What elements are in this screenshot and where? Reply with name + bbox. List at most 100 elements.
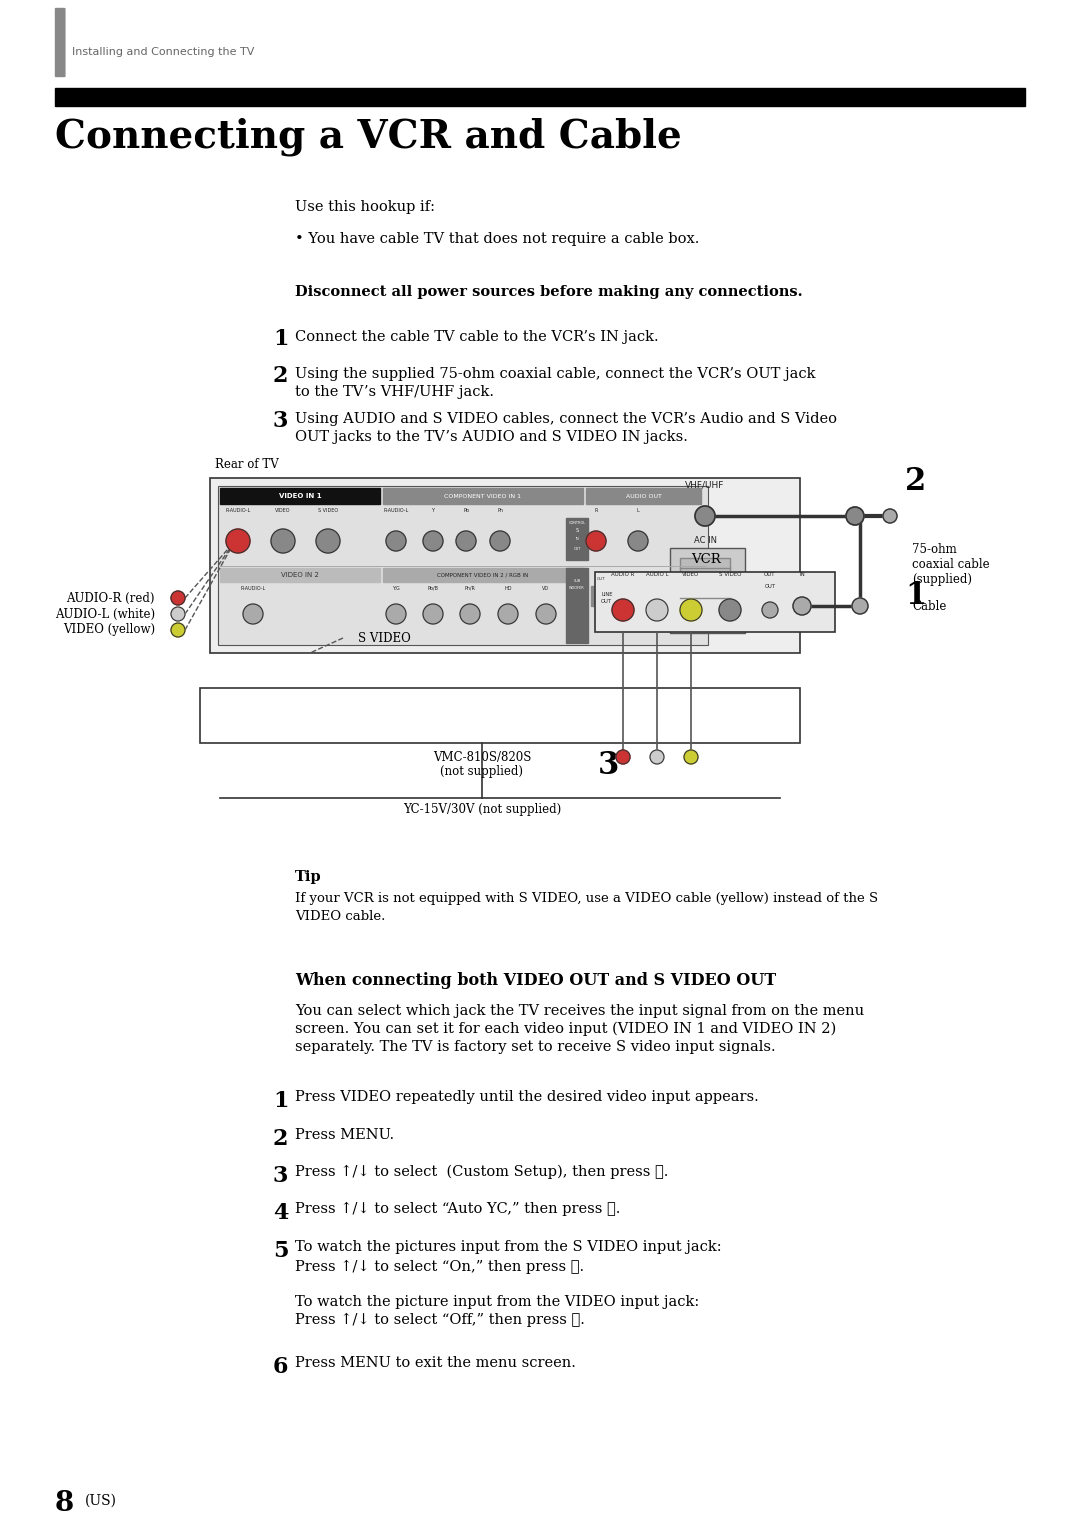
Circle shape bbox=[883, 509, 897, 523]
Text: Y:G: Y:G bbox=[392, 587, 400, 591]
Text: To watch the pictures input from the S VIDEO input jack:: To watch the pictures input from the S V… bbox=[295, 1241, 721, 1254]
Text: 2: 2 bbox=[905, 466, 927, 497]
Text: S VIDEO: S VIDEO bbox=[318, 507, 338, 513]
Text: screen. You can set it for each video input (VIDEO IN 1 and VIDEO IN 2): screen. You can set it for each video in… bbox=[295, 1022, 836, 1036]
Text: Press ↑/↓ to select “Off,” then press ⓣ.: Press ↑/↓ to select “Off,” then press ⓣ. bbox=[295, 1313, 585, 1328]
Text: Using AUDIO and S VIDEO cables, connect the VCR’s Audio and S Video: Using AUDIO and S VIDEO cables, connect … bbox=[295, 413, 837, 426]
Text: VD: VD bbox=[542, 587, 550, 591]
Circle shape bbox=[456, 532, 476, 552]
Circle shape bbox=[226, 529, 249, 553]
Bar bbox=[383, 568, 583, 582]
Circle shape bbox=[536, 604, 556, 623]
Circle shape bbox=[719, 599, 741, 620]
Text: Press MENU to exit the menu screen.: Press MENU to exit the menu screen. bbox=[295, 1355, 576, 1371]
Text: L: L bbox=[636, 507, 639, 513]
Text: VIDEO: VIDEO bbox=[275, 507, 291, 513]
Circle shape bbox=[386, 604, 406, 623]
Circle shape bbox=[460, 604, 480, 623]
Text: AUDIO OUT: AUDIO OUT bbox=[626, 494, 662, 498]
Text: IN: IN bbox=[576, 536, 579, 541]
Text: COMPONENT VIDEO IN 1: COMPONENT VIDEO IN 1 bbox=[445, 494, 522, 498]
Text: Press ↑/↓ to select “On,” then press ⓣ.: Press ↑/↓ to select “On,” then press ⓣ. bbox=[295, 1261, 584, 1274]
Text: If your VCR is not equipped with S VIDEO, use a VIDEO cable (yellow) instead of : If your VCR is not equipped with S VIDEO… bbox=[295, 892, 878, 923]
Circle shape bbox=[423, 604, 443, 623]
Text: Cable: Cable bbox=[912, 601, 946, 613]
Bar bbox=[55, 89, 1025, 105]
Circle shape bbox=[171, 591, 185, 605]
Bar bbox=[383, 487, 583, 504]
Circle shape bbox=[386, 532, 406, 552]
Text: VIDEO (yellow): VIDEO (yellow) bbox=[63, 623, 156, 637]
Text: VIDEO: VIDEO bbox=[683, 571, 700, 578]
Text: OUT: OUT bbox=[573, 547, 581, 552]
Text: VIDEO IN 1: VIDEO IN 1 bbox=[279, 494, 322, 500]
Text: Press VIDEO repeatedly until the desired video input appears.: Press VIDEO repeatedly until the desired… bbox=[295, 1089, 759, 1105]
Text: Tip: Tip bbox=[295, 869, 322, 885]
Text: OUT: OUT bbox=[596, 578, 606, 581]
Text: VMC-810S/820S: VMC-810S/820S bbox=[433, 750, 531, 764]
Circle shape bbox=[490, 532, 510, 552]
Circle shape bbox=[316, 529, 340, 553]
Text: IN: IN bbox=[799, 571, 805, 578]
Bar bbox=[591, 587, 611, 607]
Text: YC-15V/30V (not supplied): YC-15V/30V (not supplied) bbox=[403, 804, 562, 816]
Text: 1: 1 bbox=[273, 1089, 288, 1112]
Text: Pn: Pn bbox=[497, 507, 503, 513]
Text: Press MENU.: Press MENU. bbox=[295, 1128, 394, 1141]
Text: Press ↑/↓ to select  (Custom Setup), then press ⓣ.: Press ↑/↓ to select (Custom Setup), then… bbox=[295, 1164, 669, 1180]
Bar bbox=[680, 558, 730, 608]
Text: AUDIO L: AUDIO L bbox=[646, 571, 669, 578]
Text: VIDEO IN 2: VIDEO IN 2 bbox=[281, 571, 319, 578]
Bar bbox=[566, 568, 588, 643]
Text: OUT: OUT bbox=[600, 599, 612, 604]
Circle shape bbox=[762, 602, 778, 617]
Bar bbox=[566, 518, 588, 559]
Bar bbox=[670, 549, 745, 633]
Text: Connecting a VCR and Cable: Connecting a VCR and Cable bbox=[55, 118, 681, 156]
Circle shape bbox=[846, 507, 864, 526]
Text: Disconnect all power sources before making any connections.: Disconnect all power sources before maki… bbox=[295, 286, 802, 299]
Text: R-AUDIO-L: R-AUDIO-L bbox=[241, 587, 266, 591]
Circle shape bbox=[684, 750, 698, 764]
Bar bbox=[200, 688, 800, 743]
Text: SUB: SUB bbox=[573, 579, 581, 584]
Circle shape bbox=[650, 750, 664, 764]
Text: To watch the picture input from the VIDEO input jack:: To watch the picture input from the VIDE… bbox=[295, 1296, 699, 1309]
Bar bbox=[218, 486, 708, 645]
Circle shape bbox=[171, 623, 185, 637]
Text: (US): (US) bbox=[85, 1494, 117, 1508]
Text: Use this hookup if:: Use this hookup if: bbox=[295, 200, 435, 214]
Text: to the TV’s VHF/UHF jack.: to the TV’s VHF/UHF jack. bbox=[295, 385, 494, 399]
Text: 2: 2 bbox=[273, 1128, 288, 1151]
Text: CONTROL: CONTROL bbox=[568, 521, 585, 526]
Text: Pb/B: Pb/B bbox=[428, 587, 438, 591]
Text: (supplied): (supplied) bbox=[912, 573, 972, 587]
Text: COMPONENT VIDEO IN 2 / RGB IN: COMPONENT VIDEO IN 2 / RGB IN bbox=[437, 573, 528, 578]
Text: AUDIO R: AUDIO R bbox=[611, 571, 635, 578]
Text: R: R bbox=[594, 507, 597, 513]
Circle shape bbox=[793, 597, 811, 614]
Text: WOOFER: WOOFER bbox=[569, 587, 585, 590]
Circle shape bbox=[423, 532, 443, 552]
Text: S: S bbox=[576, 529, 579, 533]
Text: 2: 2 bbox=[273, 365, 288, 387]
Text: You can select which jack the TV receives the input signal from on the menu: You can select which jack the TV receive… bbox=[295, 1004, 864, 1018]
Text: OUT jacks to the TV’s AUDIO and S VIDEO IN jacks.: OUT jacks to the TV’s AUDIO and S VIDEO … bbox=[295, 429, 688, 445]
Text: 8: 8 bbox=[55, 1490, 75, 1517]
Text: Using the supplied 75-ohm coaxial cable, connect the VCR’s OUT jack: Using the supplied 75-ohm coaxial cable,… bbox=[295, 367, 815, 380]
Text: Connect the cable TV cable to the VCR’s IN jack.: Connect the cable TV cable to the VCR’s … bbox=[295, 330, 659, 344]
Bar bbox=[55, 8, 64, 76]
Bar bbox=[586, 487, 701, 504]
Text: Y: Y bbox=[432, 507, 434, 513]
Text: S VIDEO: S VIDEO bbox=[357, 631, 410, 645]
Text: 3: 3 bbox=[598, 750, 619, 781]
Circle shape bbox=[627, 532, 648, 552]
Text: coaxial cable: coaxial cable bbox=[912, 558, 989, 571]
Text: When connecting both VIDEO OUT and S VIDEO OUT: When connecting both VIDEO OUT and S VID… bbox=[295, 972, 777, 989]
Text: AC IN: AC IN bbox=[693, 536, 716, 545]
Text: OUT: OUT bbox=[765, 571, 775, 578]
Circle shape bbox=[171, 607, 185, 620]
Text: 6: 6 bbox=[273, 1355, 288, 1378]
Circle shape bbox=[646, 599, 669, 620]
Text: AUDIO-R (red): AUDIO-R (red) bbox=[67, 591, 156, 605]
